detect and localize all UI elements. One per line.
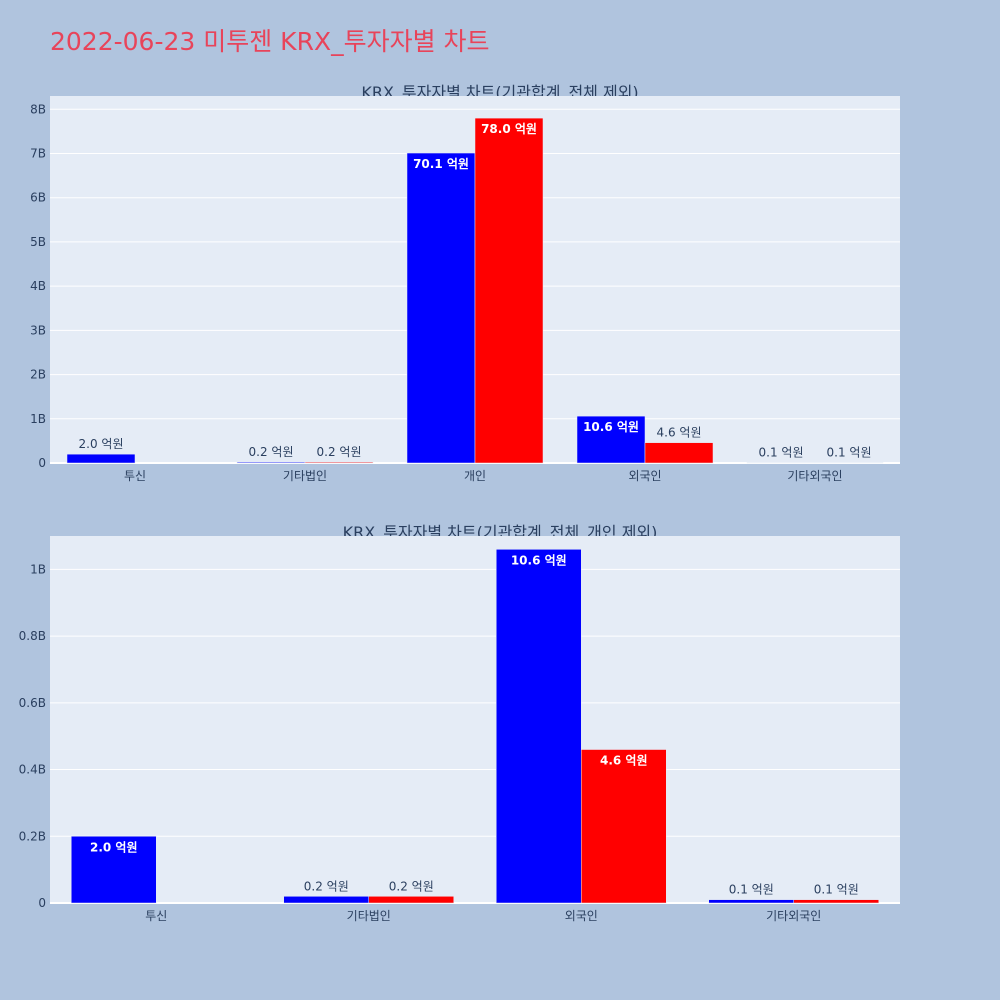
y-tick-label: 5B (30, 235, 46, 249)
y-tick-label: 0 (38, 456, 46, 470)
x-tick-label: 외국인 (628, 469, 661, 483)
data-label: 10.6 억원 (511, 553, 567, 567)
y-tick-label: 0.4B (19, 763, 46, 777)
bar-sell (793, 899, 879, 904)
y-tick-label: 1B (30, 562, 46, 576)
x-tick-label: 외국인 (565, 909, 598, 923)
bar-buy (708, 899, 794, 904)
bar-buy (66, 453, 136, 464)
data-label: 0.2 억원 (317, 445, 362, 459)
data-label: 10.6 억원 (583, 420, 639, 434)
data-label: 0.2 억원 (389, 879, 434, 893)
x-tick-label: 기타법인 (283, 469, 327, 483)
data-label: 0.2 억원 (304, 879, 349, 893)
x-tick-label: 기타외국인 (787, 469, 842, 483)
data-label: 0.1 억원 (759, 446, 804, 460)
x-tick-label: 기타외국인 (766, 909, 821, 923)
data-label: 4.6 억원 (600, 754, 648, 768)
data-label: 4.6 억원 (657, 426, 702, 440)
y-tick-label: 6B (30, 191, 46, 205)
data-label: 0.2 억원 (249, 445, 294, 459)
x-tick-label: 기타법인 (347, 909, 391, 923)
bar-buy (496, 549, 582, 904)
data-label: 2.0 억원 (90, 840, 138, 854)
y-tick-label: 1B (30, 412, 46, 426)
bar-buy (71, 836, 157, 904)
y-tick-label: 0.8B (19, 629, 46, 643)
data-label: 70.1 억원 (413, 157, 469, 171)
y-tick-label: 0.2B (19, 829, 46, 843)
data-label: 0.1 억원 (827, 446, 872, 460)
bar-buy (283, 896, 369, 904)
data-label: 2.0 억원 (79, 437, 124, 451)
bar-sell (581, 749, 667, 904)
x-tick-label: 개인 (464, 469, 486, 483)
bar-sell (474, 117, 544, 464)
plot-area (50, 536, 900, 903)
page-title: 2022-06-23 미투젠 KRX_투자자별 차트 (50, 27, 490, 56)
y-tick-label: 0.6B (19, 696, 46, 710)
y-tick-label: 8B (30, 102, 46, 116)
bar-buy (576, 415, 646, 464)
bar-sell (304, 461, 374, 464)
x-tick-label: 투신 (124, 469, 146, 483)
bar-sell (644, 442, 714, 464)
y-tick-label: 4B (30, 279, 46, 293)
bar-sell (368, 896, 454, 904)
x-tick-label: 투신 (145, 909, 167, 923)
y-tick-label: 3B (30, 323, 46, 337)
y-tick-label: 2B (30, 368, 46, 382)
y-tick-label: 7B (30, 146, 46, 160)
data-label: 0.1 억원 (729, 883, 774, 897)
data-label: 78.0 억원 (481, 122, 537, 136)
y-tick-label: 0 (38, 896, 46, 910)
data-label: 0.1 억원 (814, 883, 859, 897)
